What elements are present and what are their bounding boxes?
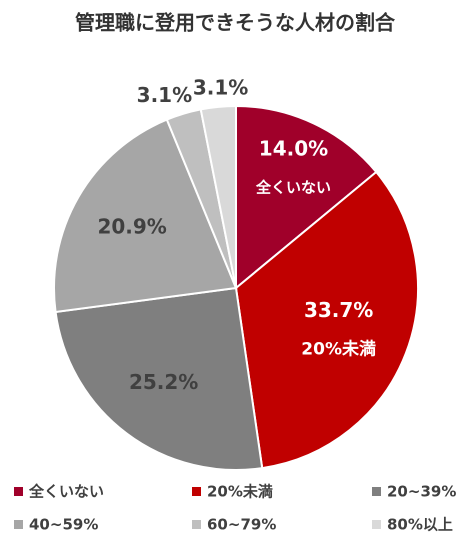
pie-slice [199,104,237,289]
legend-swatch [192,520,201,529]
value-label: 14.0% [259,136,328,160]
legend-label: 20%未満 [207,483,273,501]
legend-swatch [372,487,381,496]
legend-label: 20~39% [387,483,456,501]
value-label: 25.2% [129,370,198,394]
value-label: 33.7% [304,298,373,322]
legend-label: 80%以上 [387,516,453,534]
pie-slice [53,118,238,314]
legend-swatch [14,520,23,529]
slice-category-label: 全くいない [255,178,331,196]
slice-category-label: 20%未満 [301,339,376,360]
legend-label: 60~79% [207,516,276,534]
legend-swatch [372,520,381,529]
legend-label: 40~59% [29,516,98,534]
pie-slice [234,170,419,470]
legend-swatch [14,487,23,496]
value-label: 3.1% [193,75,248,99]
legend-swatch [192,487,201,496]
value-label: 3.1% [137,83,192,107]
pie-slice [54,286,264,471]
value-label: 20.9% [97,214,166,238]
chart-title: 管理職に登用できそうな人材の割合 [75,11,396,35]
pie-slice [235,104,378,291]
legend-label: 全くいない [28,483,104,501]
